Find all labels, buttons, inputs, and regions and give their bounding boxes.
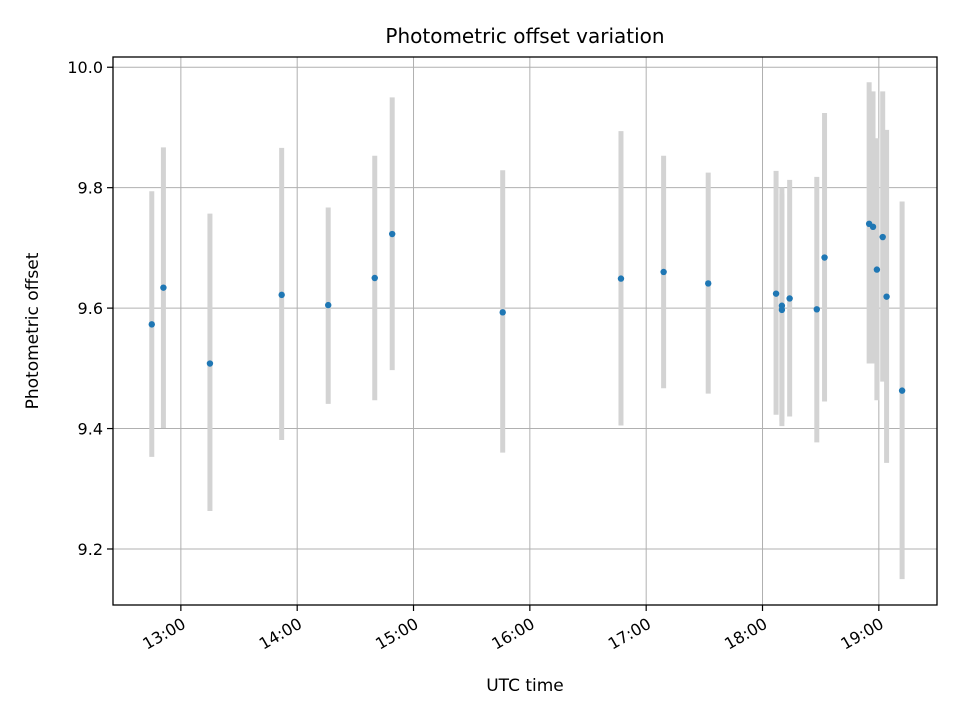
plot-frame <box>112 56 938 606</box>
data-point <box>371 274 378 282</box>
data-point <box>617 275 625 282</box>
data-point <box>778 306 786 314</box>
data-point <box>705 280 712 287</box>
data-point <box>821 254 828 261</box>
x-axis-title: UTC time <box>486 676 564 696</box>
point-layer <box>148 220 906 394</box>
data-point <box>148 321 155 328</box>
chart-title: Photometric offset variation <box>385 24 664 48</box>
data-point <box>660 268 667 276</box>
data-point <box>388 230 396 238</box>
y-tick-label: 9.6 <box>78 299 103 318</box>
data-point <box>873 266 881 273</box>
data-point <box>206 360 214 367</box>
data-point <box>879 233 886 241</box>
data-point <box>883 293 890 300</box>
data-point <box>772 290 780 297</box>
y-tick-label: 9.8 <box>78 179 103 198</box>
data-point <box>813 306 820 313</box>
y-tick-label: 10.0 <box>67 58 103 77</box>
y-tick-label: 9.4 <box>78 420 103 439</box>
data-point <box>786 295 793 302</box>
data-point <box>898 387 906 394</box>
data-point <box>325 301 332 309</box>
y-tick-label: 9.2 <box>78 540 103 559</box>
data-point <box>869 223 877 231</box>
data-point <box>278 291 285 299</box>
y-axis-title: Photometric offset <box>23 252 43 409</box>
data-point <box>499 309 506 316</box>
grid-layer <box>113 57 937 605</box>
data-point <box>160 284 167 291</box>
